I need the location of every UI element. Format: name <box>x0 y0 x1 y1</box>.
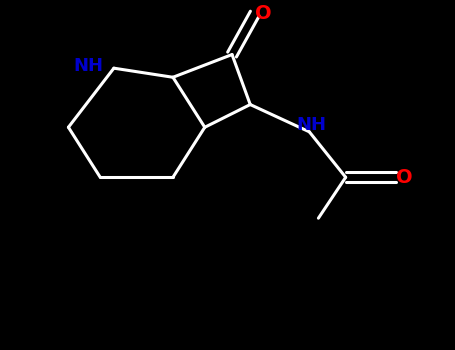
Text: O: O <box>396 168 413 187</box>
Text: NH: NH <box>74 57 104 75</box>
Text: O: O <box>255 4 271 23</box>
Text: NH: NH <box>297 116 327 134</box>
